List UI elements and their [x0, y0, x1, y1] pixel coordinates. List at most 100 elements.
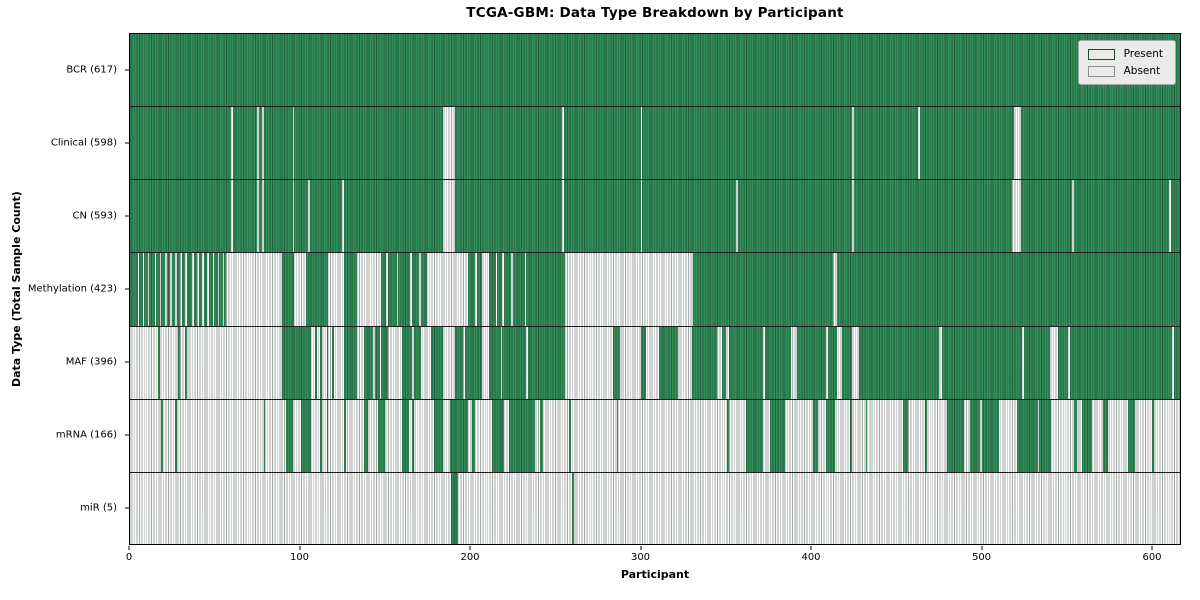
- heatmap-segment: [613, 326, 621, 399]
- heatmap-segment: [502, 253, 505, 326]
- heatmap-segment: [527, 326, 566, 399]
- heatmap-segment: [207, 253, 210, 326]
- y-tick-label-clinical: Clinical (598): [50, 137, 117, 149]
- heatmap-row-mir: [129, 471, 1181, 545]
- heatmap-segment: [434, 399, 443, 472]
- heatmap-segment: [430, 326, 443, 399]
- heatmap-segment: [427, 253, 469, 326]
- y-tick-mark: [125, 507, 129, 509]
- heatmap-segment: [418, 253, 421, 326]
- heatmap-segment: [314, 326, 317, 399]
- heatmap-segment: [539, 399, 544, 472]
- heatmap-segment: [797, 326, 827, 399]
- heatmap-segment: [154, 253, 157, 326]
- x-tick-label-200: 200: [460, 552, 480, 563]
- heatmap-segment: [826, 399, 835, 472]
- heatmap-segment: [410, 253, 413, 326]
- heatmap-segment: [401, 399, 409, 472]
- y-tick-mark: [125, 288, 129, 290]
- heatmap-segment: [481, 253, 489, 326]
- heatmap-segment: [202, 253, 205, 326]
- heatmap-segment: [464, 326, 482, 399]
- heatmap-segment: [319, 326, 322, 399]
- heatmap-segment: [524, 253, 527, 326]
- heatmap-segment: [212, 253, 215, 326]
- x-tick-mark: [810, 546, 812, 550]
- heatmap-segment: [981, 399, 999, 472]
- heatmap-segment: [764, 326, 791, 399]
- y-tick-mark: [125, 361, 129, 363]
- x-tick-mark: [299, 546, 300, 550]
- heatmap-segment: [180, 253, 182, 326]
- heatmap-segment: [770, 399, 786, 472]
- heatmap-segment: [659, 326, 678, 399]
- heatmap-segment: [947, 399, 965, 472]
- heatmap-segment: [386, 253, 389, 326]
- heatmap-segment: [616, 399, 619, 472]
- heatmap-segment: [282, 326, 312, 399]
- heatmap-segment: [969, 399, 980, 472]
- heatmap-segment: [377, 399, 385, 472]
- heatmap-segment: [401, 326, 413, 399]
- heatmap-segment: [226, 253, 283, 326]
- heatmap-segment: [412, 399, 414, 472]
- heatmap-segment: [851, 107, 854, 180]
- legend-swatch-present-icon: [1087, 48, 1115, 60]
- legend-label-absent: Absent: [1123, 65, 1161, 77]
- y-tick-mark: [125, 69, 129, 71]
- heatmap-segment: [328, 253, 344, 326]
- heatmap-segment: [301, 399, 312, 472]
- heatmap-segment: [185, 326, 187, 399]
- x-axis-label: Participant: [620, 568, 690, 581]
- plot-area: Present Absent: [129, 33, 1181, 545]
- heatmap-segment: [292, 180, 295, 253]
- legend-item-absent: Absent: [1087, 65, 1163, 77]
- heatmap-row-clinical: [129, 106, 1181, 180]
- heatmap-segment: [159, 253, 162, 326]
- heatmap-segment: [1013, 107, 1021, 180]
- y-tick-mark: [125, 434, 129, 436]
- heatmap-row-mrna: [129, 398, 1181, 472]
- heatmap-segment: [918, 107, 921, 180]
- heatmap-segment: [735, 180, 738, 253]
- heatmap-segment: [331, 326, 334, 399]
- legend-item-present: Present: [1087, 48, 1163, 60]
- heatmap-row-maf: [129, 325, 1181, 399]
- heatmap-segment: [137, 253, 140, 326]
- heatmap-segment: [1058, 326, 1069, 399]
- heatmap-segment: [142, 253, 145, 326]
- heatmap-segment: [169, 253, 172, 326]
- y-tick-mark: [125, 142, 129, 144]
- heatmap-segment: [319, 399, 322, 472]
- heatmap-segment: [572, 472, 574, 545]
- heatmap-segment: [851, 180, 854, 253]
- heatmap-segment: [475, 253, 477, 326]
- heatmap-segment: [217, 253, 220, 326]
- heatmap-segment: [640, 180, 643, 253]
- heatmap-row-cn: [129, 179, 1181, 253]
- heatmap-segment: [729, 326, 764, 399]
- heatmap-segment: [509, 399, 535, 472]
- heatmap-segment: [374, 326, 380, 399]
- heatmap-segment: [413, 326, 421, 399]
- heatmap-segment: [263, 399, 266, 472]
- x-tick-label-600: 600: [1142, 552, 1162, 563]
- heatmap-segment: [256, 180, 259, 253]
- heatmap-segment: [442, 107, 455, 180]
- heatmap-segment: [1070, 326, 1173, 399]
- heatmap-segment: [858, 326, 939, 399]
- x-tick-label-500: 500: [971, 552, 992, 563]
- heatmap-segment: [164, 253, 167, 326]
- heatmap-segment: [841, 326, 852, 399]
- heatmap-segment: [727, 399, 730, 472]
- y-axis: BCR (617) Clinical (598) CN (593) Methylati…: [0, 33, 129, 545]
- heatmap-segment: [1169, 180, 1171, 253]
- heatmap-segment: [381, 326, 389, 399]
- heatmap-segment: [343, 399, 346, 472]
- x-axis: 0 100 200 300 400 500 600: [126, 545, 1181, 571]
- legend: Present Absent: [1077, 40, 1176, 85]
- x-tick-label-100: 100: [289, 552, 310, 563]
- heatmap-segment: [454, 326, 464, 399]
- heatmap-segment: [1024, 326, 1050, 399]
